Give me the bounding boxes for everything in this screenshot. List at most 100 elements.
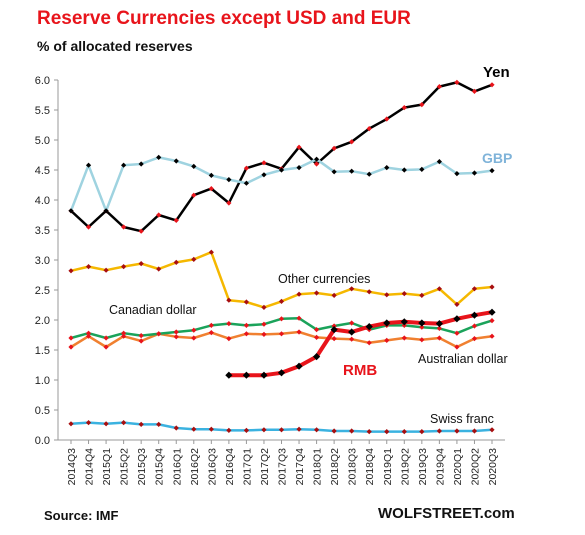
data-point — [121, 333, 127, 339]
data-point — [366, 429, 372, 435]
data-point — [68, 208, 74, 214]
x-tick-label: 2017Q4 — [294, 448, 306, 486]
data-point — [156, 331, 162, 337]
data-point — [278, 331, 285, 337]
data-point — [488, 308, 496, 316]
data-point — [173, 217, 179, 223]
data-point — [138, 228, 144, 234]
x-tick-label: 2015Q3 — [136, 448, 148, 486]
series-label-canadian-dollar: Canadian dollar — [109, 303, 197, 317]
data-point — [401, 429, 407, 435]
data-point — [121, 264, 127, 270]
data-point — [401, 322, 407, 328]
data-point — [489, 284, 495, 290]
chart-subtitle: % of allocated reserves — [37, 38, 193, 54]
data-point — [419, 292, 425, 298]
data-point — [208, 172, 214, 178]
data-point — [103, 208, 109, 214]
data-point — [173, 334, 179, 340]
data-point — [85, 330, 92, 336]
y-tick-label: 5.0 — [35, 135, 50, 147]
data-point — [454, 428, 460, 434]
data-point — [401, 167, 407, 173]
data-point — [349, 139, 355, 145]
data-point — [384, 116, 390, 122]
x-tick-label: 2015Q1 — [101, 448, 113, 486]
data-point — [419, 429, 425, 435]
x-tick-label: 2018Q1 — [312, 448, 324, 486]
data-point — [85, 162, 92, 168]
series-label-australian-dollar: Australian dollar — [418, 352, 508, 366]
data-point — [296, 426, 302, 432]
x-tick-label: 2020Q2 — [469, 448, 481, 486]
data-point — [401, 335, 407, 341]
y-tick-label: 1.0 — [35, 375, 50, 387]
line-chart: 0.0 0.5 1.0 1.5 2.0 2.5 3.0 3.5 4.0 4.5 5.0 5.5 6.0 2… — [35, 64, 513, 485]
data-point — [138, 338, 144, 344]
data-point — [226, 427, 232, 433]
y-tick-label: 0.5 — [35, 405, 50, 417]
y-tick-label: 5.5 — [35, 105, 50, 117]
data-point — [313, 290, 320, 296]
data-point — [191, 163, 197, 169]
data-point — [260, 371, 268, 379]
data-point — [138, 421, 144, 427]
data-point — [470, 311, 479, 319]
data-point — [68, 268, 74, 274]
data-point — [121, 420, 127, 426]
y-tick-label: 0.0 — [35, 435, 50, 447]
x-tick-label: 2020Q3 — [487, 448, 499, 486]
x-tick-label: 2016Q4 — [224, 448, 236, 486]
y-tick-label: 4.5 — [35, 165, 50, 177]
x-tick-label: 2014Q3 — [66, 448, 78, 486]
x-tick-label: 2020Q1 — [452, 448, 464, 486]
data-point — [243, 427, 250, 433]
data-point — [384, 337, 390, 343]
data-point — [436, 335, 442, 341]
x-tick-label: 2016Q1 — [171, 448, 183, 486]
data-point — [121, 330, 127, 336]
series-label-other-currencies: Other currencies — [278, 272, 370, 286]
data-point — [331, 169, 337, 175]
data-point — [296, 329, 302, 335]
series-lines — [68, 79, 496, 435]
axes: 0.0 0.5 1.0 1.5 2.0 2.5 3.0 3.5 4.0 4.5 5.0 5.5 6.0 2… — [35, 75, 505, 485]
data-point — [348, 328, 356, 336]
x-tick-label: 2016Q2 — [189, 448, 201, 486]
data-point — [226, 321, 232, 327]
data-point — [349, 286, 355, 292]
series-canadian-dollar — [68, 315, 495, 341]
data-point — [489, 333, 495, 339]
data-point — [313, 334, 320, 340]
series-line-yen — [70, 81, 493, 233]
source-note: Source: IMF — [44, 508, 119, 523]
data-point — [313, 156, 320, 162]
data-point — [121, 224, 127, 230]
data-point — [489, 427, 495, 433]
data-point — [138, 333, 144, 339]
series-line-rmb — [228, 310, 493, 378]
y-tick-label: 1.5 — [35, 345, 50, 357]
data-point — [400, 318, 408, 326]
y-tick-label: 2.5 — [35, 285, 50, 297]
data-point — [278, 298, 285, 304]
data-point — [103, 335, 109, 341]
data-point — [436, 286, 442, 292]
x-tick-label: 2014Q4 — [84, 448, 96, 486]
data-point — [331, 428, 337, 434]
data-point — [489, 318, 495, 324]
data-point — [418, 319, 426, 327]
data-point — [313, 427, 320, 433]
x-tick-label: 2019Q4 — [434, 448, 446, 486]
data-point — [191, 335, 197, 341]
data-point — [296, 144, 302, 150]
data-point — [384, 165, 390, 171]
data-point — [313, 327, 320, 333]
x-tick-label: 2017Q2 — [259, 448, 271, 486]
data-point — [419, 102, 425, 108]
x-tick-label: 2018Q4 — [364, 448, 376, 486]
data-point — [138, 261, 144, 267]
data-point — [173, 259, 179, 265]
x-tick-label: 2019Q3 — [417, 448, 429, 486]
data-point — [471, 428, 478, 434]
